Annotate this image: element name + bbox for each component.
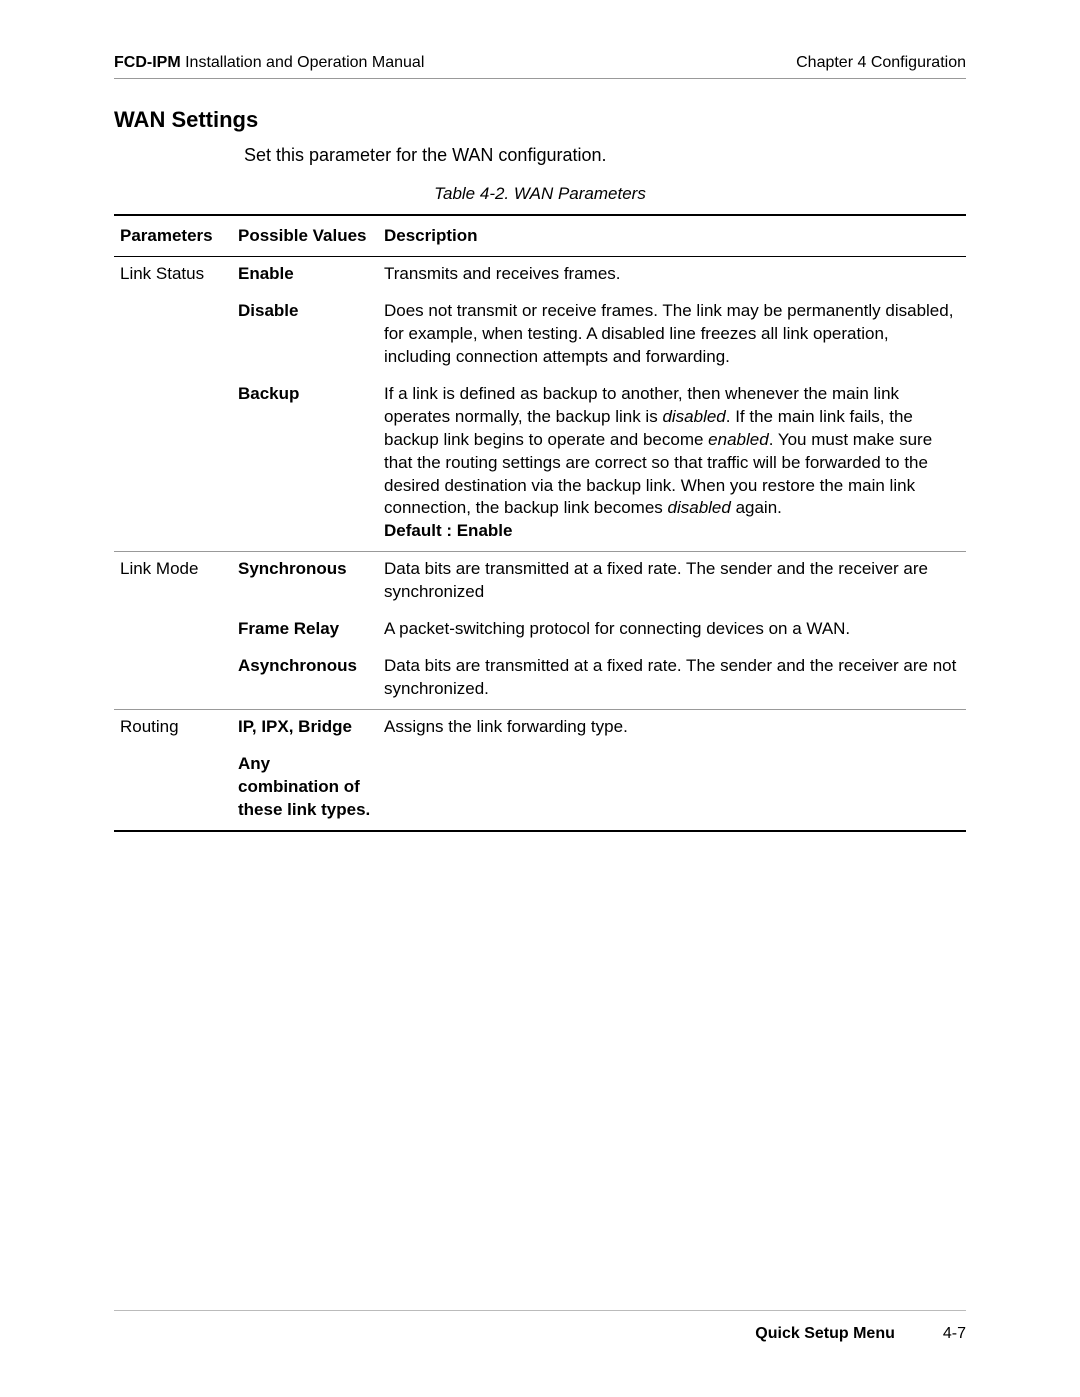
section-title: WAN Settings <box>114 107 966 133</box>
value-backup: Backup <box>232 377 378 552</box>
desc-enable: Transmits and receives frames. <box>378 257 966 294</box>
desc-asynchronous: Data bits are transmitted at a fixed rat… <box>378 649 966 709</box>
value-frame-relay: Frame Relay <box>232 612 378 649</box>
table-row: Disable Does not transmit or receive fra… <box>114 294 966 377</box>
table-row: Asynchronous Data bits are transmitted a… <box>114 649 966 709</box>
manual-title: Installation and Operation Manual <box>181 54 425 71</box>
table-row: Backup If a link is defined as backup to… <box>114 377 966 552</box>
header-description: Description <box>378 215 966 257</box>
table-row: Link Status Enable Transmits and receive… <box>114 257 966 294</box>
page-footer: Quick Setup Menu 4-7 <box>114 1310 966 1343</box>
table-header-row: Parameters Possible Values Description <box>114 215 966 257</box>
desc-routing: Assigns the link forwarding type. <box>378 710 966 747</box>
desc-frame-relay: A packet-switching protocol for connecti… <box>378 612 966 649</box>
table-row: Any combination of these link types. <box>114 747 966 831</box>
param-link-status: Link Status <box>114 257 232 294</box>
value-asynchronous: Asynchronous <box>232 649 378 709</box>
wan-parameters-table: Parameters Possible Values Description L… <box>114 214 966 832</box>
desc-backup: If a link is defined as backup to anothe… <box>378 377 966 552</box>
header-left: FCD-IPM Installation and Operation Manua… <box>114 54 424 72</box>
desc-synchronous: Data bits are transmitted at a fixed rat… <box>378 552 966 612</box>
header-parameters: Parameters <box>114 215 232 257</box>
value-ip-ipx-bridge: IP, IPX, Bridge <box>232 710 378 747</box>
value-synchronous: Synchronous <box>232 552 378 612</box>
table-row: Routing IP, IPX, Bridge Assigns the link… <box>114 710 966 747</box>
value-enable: Enable <box>232 257 378 294</box>
table-row: Frame Relay A packet-switching protocol … <box>114 612 966 649</box>
param-routing: Routing <box>114 710 232 747</box>
footer-page: 4-7 <box>943 1325 966 1343</box>
footer-label: Quick Setup Menu <box>755 1325 895 1343</box>
table-caption: Table 4-2. WAN Parameters <box>114 184 966 204</box>
product-name: FCD-IPM <box>114 54 181 71</box>
value-disable: Disable <box>232 294 378 377</box>
table-row: Link Mode Synchronous Data bits are tran… <box>114 552 966 612</box>
header-values: Possible Values <box>232 215 378 257</box>
page-header: FCD-IPM Installation and Operation Manua… <box>114 54 966 79</box>
chapter-label: Chapter 4 Configuration <box>796 54 966 72</box>
param-link-mode: Link Mode <box>114 552 232 612</box>
section-intro: Set this parameter for the WAN configura… <box>244 145 966 166</box>
value-any-combination: Any combination of these link types. <box>232 747 378 831</box>
desc-disable: Does not transmit or receive frames. The… <box>378 294 966 377</box>
